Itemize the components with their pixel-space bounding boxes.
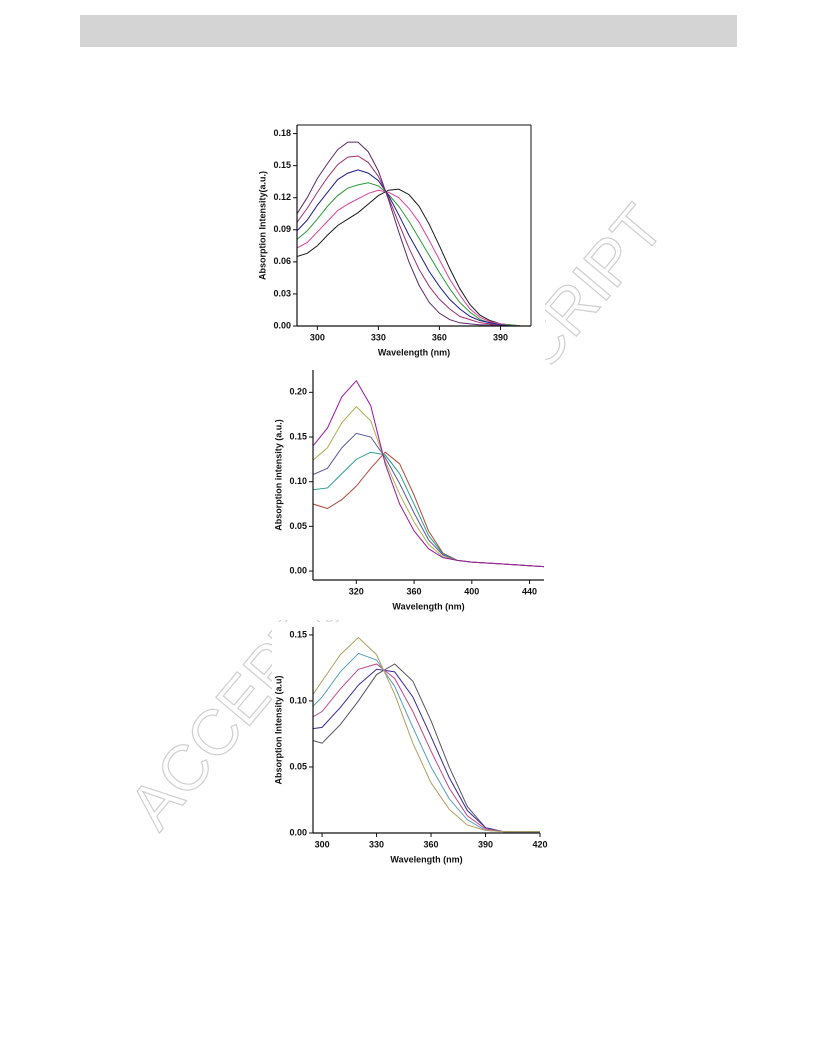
y-tick-label: 0.06 bbox=[273, 256, 291, 266]
y-tick-label: 0.15 bbox=[289, 431, 307, 441]
y-axis-label: Absorption Intensity (a.u) bbox=[273, 675, 283, 784]
x-tick-label: 330 bbox=[369, 839, 384, 849]
y-tick-label: 0.15 bbox=[289, 629, 307, 639]
x-tick-label: 440 bbox=[522, 586, 537, 596]
x-tick-label: 360 bbox=[432, 332, 447, 342]
x-tick-label: 360 bbox=[424, 839, 439, 849]
spectrum-line bbox=[297, 189, 531, 326]
header-bar bbox=[80, 15, 737, 47]
figure-background bbox=[272, 622, 550, 872]
spectrum-line bbox=[297, 155, 531, 326]
x-tick-label: 390 bbox=[493, 332, 508, 342]
x-axis-label: Wavelength (nm) bbox=[392, 601, 464, 611]
y-tick-label: 0.00 bbox=[289, 827, 307, 837]
spectrum-line bbox=[297, 188, 531, 326]
y-axis-label: Absorption Intensity(a.u.) bbox=[257, 171, 267, 280]
y-axis-label: Absorption intensity (a.u.) bbox=[273, 419, 283, 531]
figure-background bbox=[255, 118, 545, 364]
x-tick-label: 420 bbox=[532, 839, 547, 849]
plot-area bbox=[297, 141, 531, 326]
y-tick-label: 0.09 bbox=[273, 224, 291, 234]
plot-area bbox=[313, 636, 540, 833]
x-tick-label: 300 bbox=[310, 332, 325, 342]
chart: 0.00 0.05 0.10 0.15 300 330 360 390 420 Wavelengt… bbox=[272, 622, 550, 872]
y-tick-label: 0.15 bbox=[273, 160, 291, 170]
y-tick-label: 0.05 bbox=[289, 761, 307, 771]
spectrum-line bbox=[297, 141, 531, 326]
y-tick-label: 0.03 bbox=[273, 288, 291, 298]
y-tick-label: 0.10 bbox=[289, 476, 307, 486]
x-tick-label: 360 bbox=[407, 586, 422, 596]
chart: 0.00 0.03 0.06 0.09 0.12 0.15 0.18 300 330 360 390… bbox=[255, 118, 545, 364]
x-tick-label: 400 bbox=[464, 586, 479, 596]
chart: 0.00 0.05 0.10 0.15 0.20 320 360 400 440 Waveleng… bbox=[268, 364, 550, 620]
x-tick-label: 390 bbox=[478, 839, 493, 849]
x-tick-label: 330 bbox=[371, 332, 386, 342]
y-tick-label: 0.00 bbox=[273, 320, 291, 330]
spectrum-line bbox=[297, 169, 531, 326]
y-tick-label: 0.20 bbox=[289, 387, 307, 397]
x-tick-label: 320 bbox=[349, 586, 364, 596]
y-tick-label: 0.05 bbox=[289, 521, 307, 531]
y-tick-label: 0.12 bbox=[273, 192, 291, 202]
y-tick-label: 0.10 bbox=[289, 695, 307, 705]
x-tick-label: 300 bbox=[315, 839, 330, 849]
plot-area bbox=[313, 379, 544, 568]
y-tick-label: 0.00 bbox=[289, 565, 307, 575]
figure-background bbox=[268, 364, 550, 620]
y-tick-label: 0.18 bbox=[273, 128, 291, 138]
x-axis-label: Wavelength (nm) bbox=[378, 347, 450, 357]
spectrum-line bbox=[313, 636, 540, 833]
x-axis-label: Wavelength (nm) bbox=[390, 854, 462, 864]
spectrum-line bbox=[313, 379, 544, 568]
